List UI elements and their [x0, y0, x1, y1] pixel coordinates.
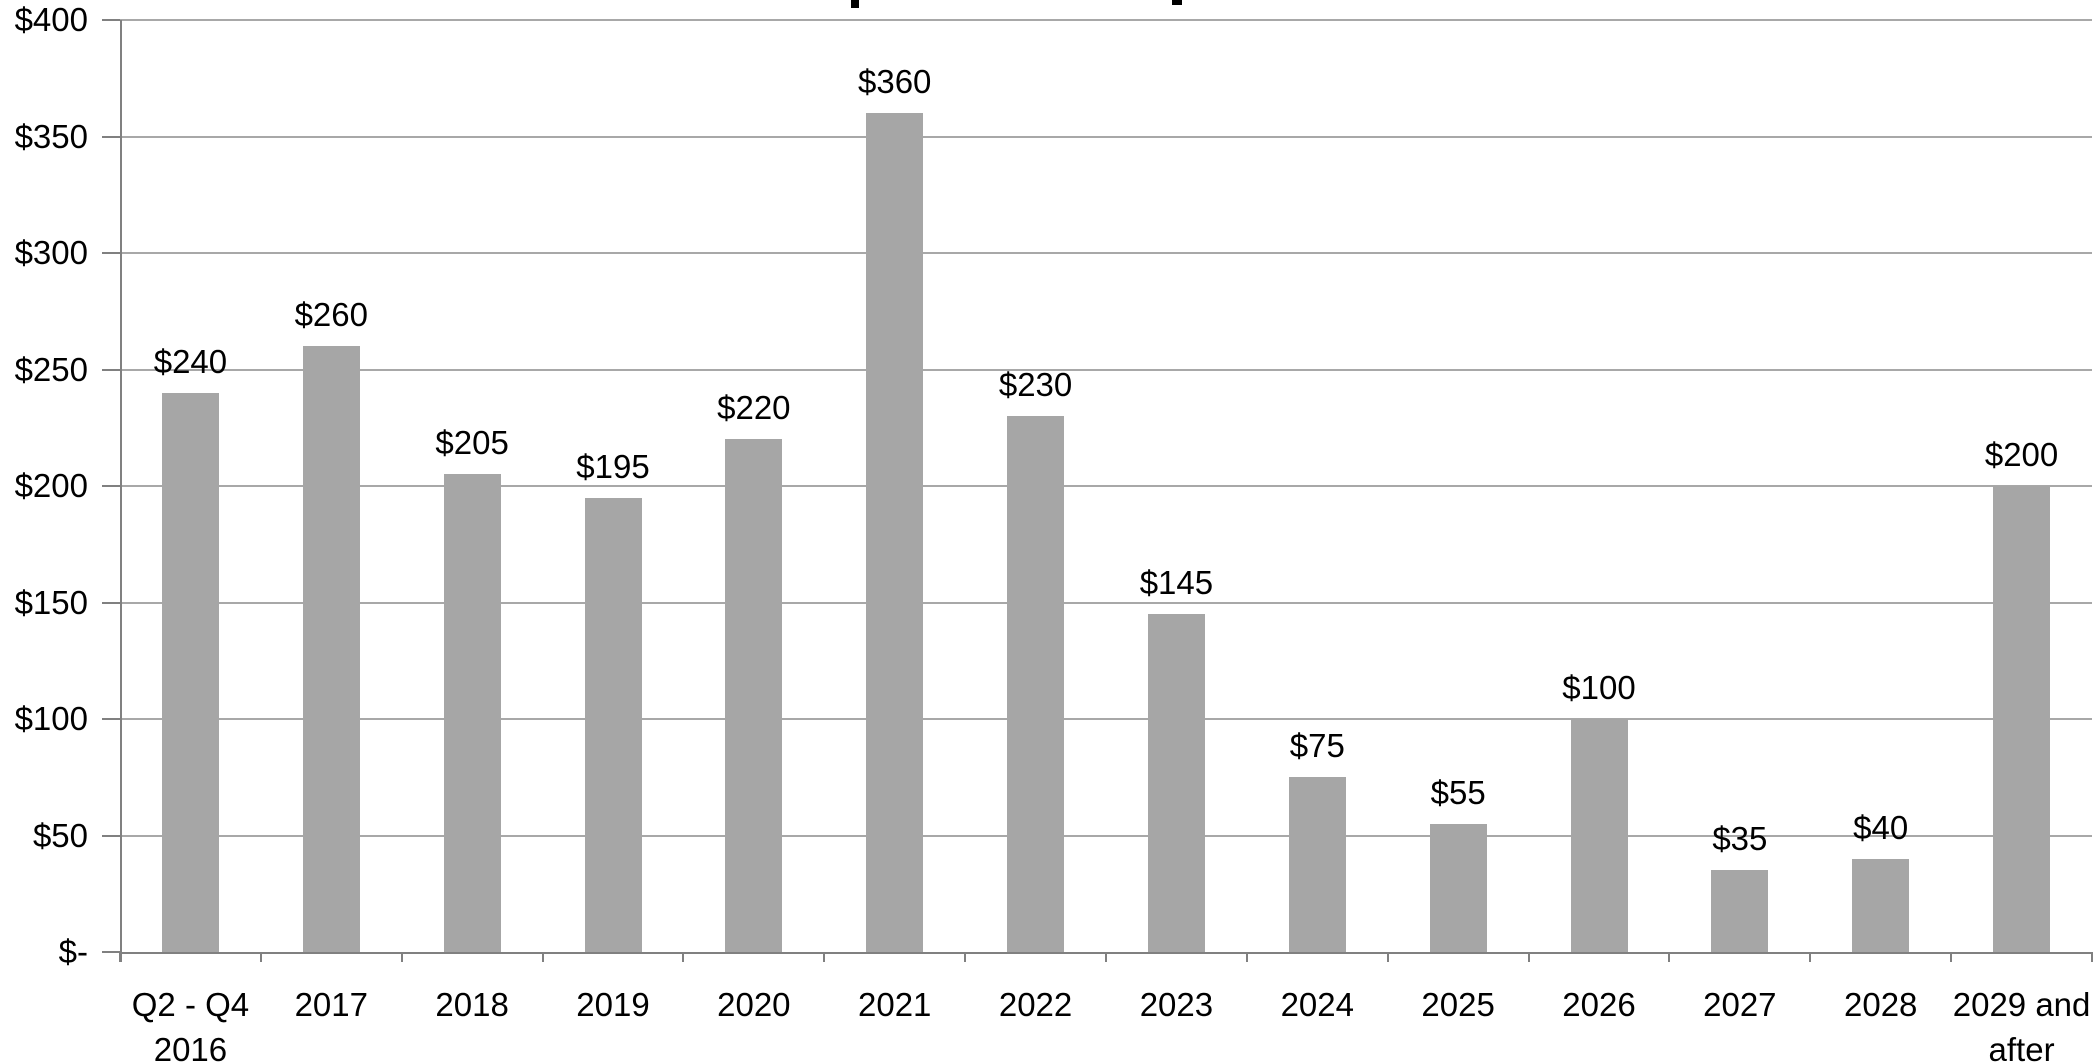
gridline: [120, 368, 2092, 371]
cropped-title-fragment: [851, 0, 859, 8]
y-axis-tick: [102, 252, 120, 254]
x-axis-category-label: 2029 and after: [1952, 986, 2091, 1063]
bar-value-label: $40: [1853, 808, 1909, 846]
gridline: [120, 485, 2092, 487]
bar-value-label: $195: [576, 447, 650, 485]
gridline: [120, 834, 2092, 837]
x-axis-tick: [260, 952, 262, 962]
bar-11: [1570, 719, 1628, 952]
bar-14: [1993, 486, 2051, 952]
gridline: [120, 135, 2092, 138]
x-axis-category-label: 2028: [1843, 986, 1918, 1023]
x-axis-category-label: 2019: [576, 986, 650, 1023]
y-axis-tick-label: $300: [14, 234, 88, 271]
y-axis-tick: [102, 368, 120, 371]
x-axis-tick: [1246, 952, 1248, 962]
y-axis-tick-label: $200: [14, 467, 88, 504]
x-axis-category-label: 2021: [857, 986, 932, 1023]
y-axis-tick: [102, 601, 120, 604]
bar-value-label: $55: [1430, 773, 1486, 811]
x-axis-category-label: 2025: [1421, 986, 1495, 1023]
x-axis-tick: [1809, 952, 1811, 962]
y-axis-tick-label: $50: [32, 816, 88, 854]
x-axis-tick: [964, 952, 966, 962]
plot-area: $240 $260 $205 $195 $220 $360 $230 $145 $75 $55 $1…: [102, 19, 2093, 962]
y-axis-labels: $- $50 $100 $150 $200 $250 $300 $350 $400: [0, 1, 88, 970]
x-axis-category-label: 2020: [717, 986, 791, 1023]
x-axis-tick: [2091, 952, 2093, 962]
bar-value-label: $75: [1289, 727, 1345, 765]
bar-6: [866, 113, 924, 952]
bar-1: [161, 392, 219, 952]
y-axis-tick-label: $250: [14, 350, 88, 388]
y-axis-line: [120, 20, 122, 962]
y-axis-tick: [102, 135, 120, 138]
x-axis-category-label: Q2 - Q4 2016: [131, 986, 250, 1063]
y-axis-tick: [102, 834, 120, 837]
x-axis-labels: Q2 - Q4 2016 2017 2018 2019 2020 2021 2022 2023…: [120, 982, 2092, 1063]
x-axis-tick: [823, 952, 825, 962]
x-axis-category-label: 2027: [1703, 986, 1777, 1023]
bar-value-label: $260: [294, 296, 368, 334]
gridline: [120, 252, 2092, 254]
x-axis-tick: [1950, 952, 1952, 962]
x-axis-category-label: 2023: [1139, 986, 1214, 1023]
bar-4: [584, 497, 642, 952]
cropped-title-fragment: [1172, 0, 1182, 5]
y-axis-tick-label: $150: [14, 583, 88, 621]
bar-value-label: $220: [717, 389, 791, 427]
bar-value-label: $100: [1562, 669, 1636, 706]
x-axis-tick: [542, 952, 544, 962]
bar-value-label: $240: [153, 342, 228, 380]
bar-value-label: $230: [998, 366, 1073, 404]
y-axis-tick: [102, 485, 120, 487]
x-axis-tick: [1105, 952, 1107, 962]
bar-3: [443, 474, 501, 952]
bar-12: [1711, 870, 1769, 952]
bar-2: [302, 346, 360, 952]
bar-10: [1429, 823, 1487, 952]
x-axis-category-label: 2018: [435, 986, 509, 1023]
gridline: [120, 601, 2092, 604]
bar-value-label: $145: [1139, 564, 1214, 602]
bar-13: [1852, 858, 1910, 952]
bar-value-label: $205: [435, 424, 509, 462]
x-axis-tick: [1387, 952, 1389, 962]
bar-value-label: $360: [857, 63, 932, 101]
y-axis-tick: [102, 19, 120, 21]
x-axis-tick: [1668, 952, 1670, 962]
y-axis-tick: [102, 951, 120, 953]
gridline: [120, 19, 2092, 21]
bar-value-label: $200: [1984, 436, 2059, 473]
x-axis-tick: [1528, 952, 1530, 962]
bar-8: [1147, 614, 1205, 952]
y-axis-tick-label: $400: [14, 1, 88, 38]
y-axis-tick-label: $350: [14, 117, 88, 155]
x-axis-tick: [401, 952, 403, 962]
bar-7: [1007, 416, 1065, 952]
x-axis-category-label: 2017: [294, 986, 368, 1023]
y-axis-tick-label: $100: [14, 700, 88, 737]
y-axis-tick: [102, 718, 120, 720]
bar-5: [725, 439, 783, 952]
x-axis-category-label: 2026: [1562, 986, 1636, 1023]
bar-value-label: $35: [1712, 820, 1768, 858]
x-axis-tick: [682, 952, 684, 962]
x-axis-category-label: 2024: [1280, 986, 1354, 1023]
y-axis-tick-label: $-: [58, 933, 88, 970]
gridline: [120, 718, 2092, 720]
bar-9: [1288, 777, 1346, 952]
x-axis-category-label: 2022: [998, 986, 1073, 1023]
